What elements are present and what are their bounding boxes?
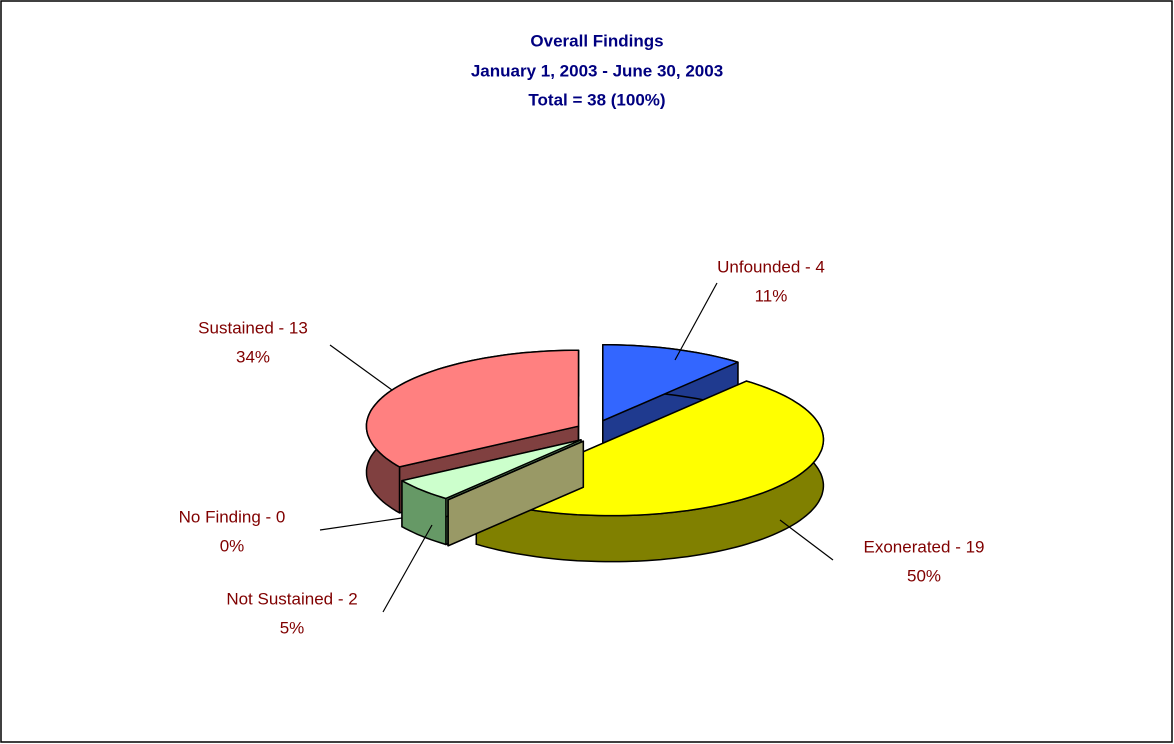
leader-line xyxy=(674,282,718,361)
data-label: Unfounded - 4 xyxy=(717,257,825,276)
leader-line xyxy=(319,517,403,531)
chart-subtitle: January 1, 2003 - June 30, 2003 xyxy=(471,61,723,80)
leader-line xyxy=(382,524,433,613)
data-label: Not Sustained - 2 xyxy=(226,589,357,608)
slice-top xyxy=(447,440,585,501)
data-label: 5% xyxy=(280,618,305,637)
slice-top xyxy=(602,343,739,422)
slice xyxy=(447,440,585,547)
data-label: 0% xyxy=(220,536,245,555)
data-label: 34% xyxy=(236,347,270,366)
data-label: 50% xyxy=(907,566,941,585)
leader-line xyxy=(779,519,834,561)
chart-subtitle: Total = 38 (100%) xyxy=(528,90,665,109)
slice-top xyxy=(365,349,580,468)
data-label: 11% xyxy=(755,286,788,305)
data-label: Exonerated - 19 xyxy=(864,537,985,556)
slice-top xyxy=(401,439,582,500)
leader-line xyxy=(329,344,393,391)
data-label: No Finding - 0 xyxy=(179,507,286,526)
chart-title: Overall Findings xyxy=(530,31,663,50)
data-label: Sustained - 13 xyxy=(198,318,308,337)
